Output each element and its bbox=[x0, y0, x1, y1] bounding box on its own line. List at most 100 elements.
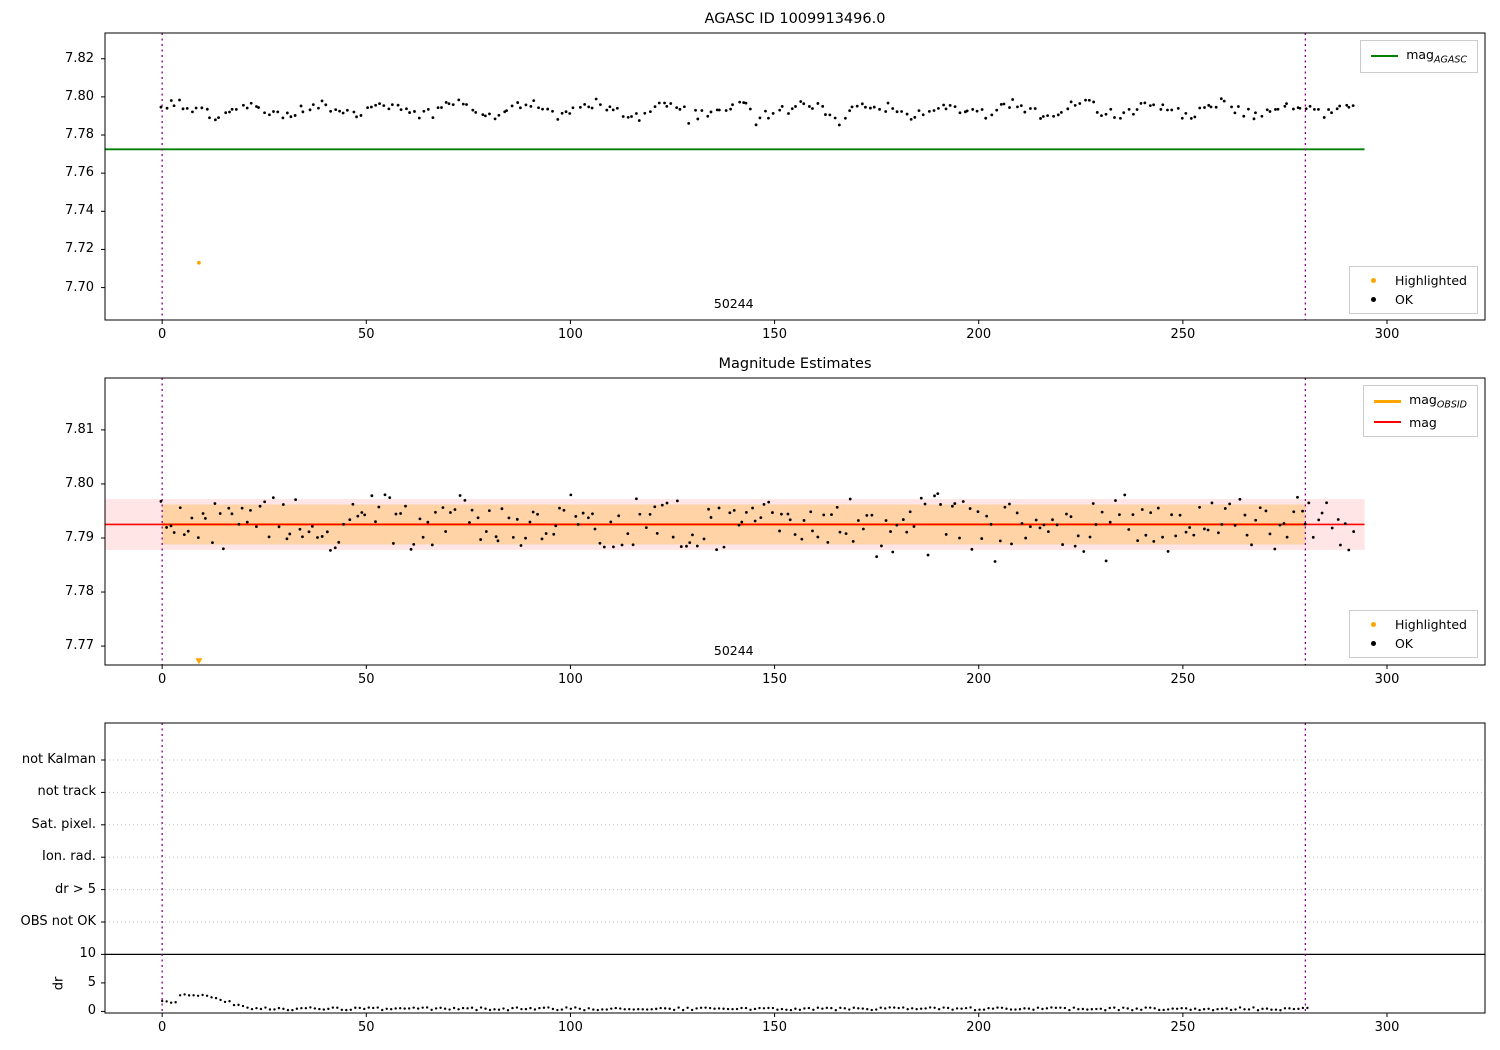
ok-point bbox=[923, 502, 927, 506]
ok-point bbox=[905, 530, 909, 534]
ok-point bbox=[809, 510, 813, 514]
ok-point bbox=[307, 530, 311, 534]
ok-point bbox=[1127, 528, 1131, 531]
ok-point bbox=[709, 516, 713, 519]
dr-point bbox=[758, 1006, 761, 1010]
ok-point bbox=[524, 103, 528, 107]
ok-point bbox=[1061, 543, 1064, 546]
ok-point bbox=[748, 107, 752, 111]
ok-point bbox=[850, 105, 854, 109]
ok-point bbox=[1109, 107, 1113, 111]
ok-point bbox=[1161, 535, 1164, 539]
ok-point bbox=[1084, 98, 1087, 102]
dr-point bbox=[740, 1006, 743, 1010]
ok-point bbox=[294, 498, 298, 502]
dr-point bbox=[695, 1007, 698, 1010]
dr-point bbox=[901, 1006, 905, 1009]
ok-point bbox=[643, 111, 647, 115]
ok-point bbox=[1282, 522, 1286, 525]
x-tick-label: 50 bbox=[358, 672, 375, 687]
ok-point bbox=[394, 512, 398, 516]
ok-point bbox=[1161, 103, 1165, 107]
ok-point bbox=[880, 544, 883, 548]
dr-point bbox=[367, 1006, 370, 1009]
ok-point bbox=[778, 529, 781, 533]
ok-point bbox=[944, 533, 948, 536]
ok-point bbox=[165, 526, 168, 529]
ok-point bbox=[552, 532, 556, 536]
ok-point bbox=[638, 512, 642, 516]
ok-point bbox=[1184, 111, 1188, 115]
ok-point bbox=[1149, 511, 1153, 514]
ok-point bbox=[159, 105, 163, 109]
ok-point bbox=[737, 523, 741, 527]
ok-point bbox=[560, 111, 564, 115]
ok-point bbox=[901, 518, 905, 521]
ok-point bbox=[576, 523, 580, 526]
ok-point bbox=[257, 106, 260, 109]
ok-point bbox=[933, 494, 936, 498]
axes-frame bbox=[104, 722, 1486, 1014]
ok-point bbox=[1258, 506, 1262, 510]
dr-point bbox=[237, 1003, 240, 1007]
ok-point bbox=[245, 520, 249, 524]
dr-point bbox=[1153, 1007, 1156, 1010]
dr-point bbox=[812, 1008, 815, 1011]
ok-point bbox=[1140, 508, 1144, 511]
ok-point bbox=[355, 115, 358, 119]
ok-point bbox=[1193, 115, 1197, 119]
dr-point bbox=[246, 1006, 249, 1009]
ok-point bbox=[1039, 117, 1042, 120]
dr-point bbox=[884, 1007, 887, 1010]
ok-point bbox=[1322, 116, 1326, 119]
ok-point bbox=[611, 108, 615, 112]
ok-point bbox=[1033, 107, 1037, 110]
ok-point bbox=[1278, 523, 1282, 527]
ok-point bbox=[208, 116, 211, 120]
dr-point bbox=[407, 1007, 411, 1010]
ok-point bbox=[869, 106, 872, 110]
ok-point bbox=[583, 102, 587, 106]
ok-point bbox=[505, 109, 509, 112]
dr-point bbox=[228, 999, 231, 1003]
dr-point bbox=[825, 1006, 829, 1010]
ok-point bbox=[635, 112, 638, 115]
legend-entry: Highlighted bbox=[1359, 271, 1468, 290]
ok-point bbox=[848, 497, 852, 501]
ok-point bbox=[285, 111, 289, 115]
ok-point bbox=[546, 107, 550, 111]
dr-point bbox=[475, 1008, 478, 1012]
dr-point bbox=[946, 1006, 950, 1010]
ok-point bbox=[268, 113, 271, 117]
dr-point bbox=[241, 1004, 245, 1008]
ok-point bbox=[822, 513, 826, 517]
y-tick-label: 7.78 bbox=[65, 584, 94, 600]
dr-point bbox=[1135, 1007, 1138, 1010]
dr-point bbox=[1184, 1007, 1188, 1010]
x-tick-label: 250 bbox=[1170, 672, 1196, 687]
legend-mag-lines: magOBSID mag bbox=[1363, 385, 1478, 437]
dr-point bbox=[623, 1008, 626, 1011]
ok-point bbox=[421, 535, 425, 539]
dr-point bbox=[1283, 1007, 1287, 1010]
ok-point bbox=[1188, 526, 1192, 529]
dr-point bbox=[448, 1008, 451, 1011]
dr-point bbox=[722, 1007, 725, 1010]
dr-point bbox=[1252, 1006, 1255, 1009]
dr-point bbox=[628, 1008, 631, 1011]
ok-point bbox=[196, 536, 200, 540]
dr-point bbox=[641, 1008, 644, 1011]
ok-point bbox=[1347, 548, 1351, 552]
ok-point bbox=[1325, 501, 1328, 505]
ok-point bbox=[953, 105, 957, 109]
ok-point bbox=[1118, 513, 1121, 517]
ok-point bbox=[695, 544, 699, 548]
dr-point bbox=[160, 999, 164, 1003]
ok-point bbox=[1088, 535, 1092, 539]
ok-point bbox=[1076, 534, 1080, 538]
ok-point bbox=[1003, 505, 1007, 509]
ok-point bbox=[1020, 522, 1024, 525]
ok-point bbox=[1296, 495, 1299, 499]
dr-point bbox=[538, 1006, 541, 1010]
dr-point bbox=[789, 1008, 793, 1012]
